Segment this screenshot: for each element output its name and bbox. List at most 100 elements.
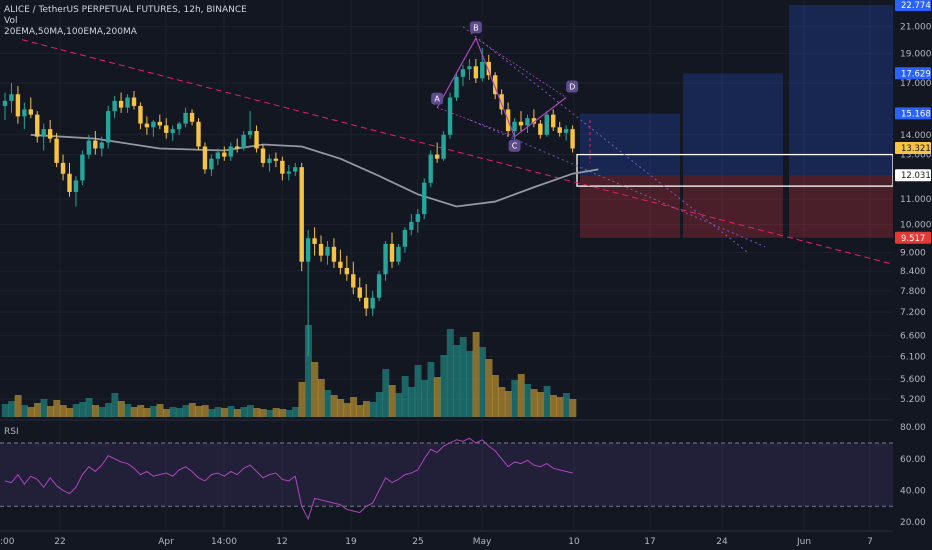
volume-bar (317, 379, 325, 417)
channel-upper-line (462, 26, 749, 254)
volume-bar (21, 405, 29, 417)
candle-body (299, 167, 304, 262)
volume-bar (150, 406, 158, 417)
candle-body (54, 138, 59, 163)
candle-body (170, 129, 175, 133)
time-tick-label: Apr (158, 537, 174, 547)
volume-bar (98, 407, 106, 417)
rsi-panel (0, 419, 932, 507)
volume-bar (395, 393, 403, 417)
volume-bar (433, 377, 441, 417)
volume-bar (304, 325, 312, 417)
bd-retrace-line (475, 37, 567, 98)
price-tick-label: 11.000 (900, 195, 932, 205)
volume-bar (440, 355, 448, 417)
volume-bar (117, 401, 125, 417)
volume-bar (285, 410, 293, 417)
candle-body (215, 152, 221, 159)
candle-body (228, 146, 233, 157)
volume-bar (175, 408, 183, 417)
volume-bar (92, 405, 100, 417)
candle-body (254, 131, 259, 149)
volume-bar (124, 404, 132, 417)
pattern-point-c: C (512, 142, 518, 151)
volume-bar (298, 382, 306, 417)
candle-body (563, 129, 569, 133)
descending-trendline (21, 39, 932, 275)
volume-bar (14, 395, 22, 417)
time-tick-label: 19 (345, 537, 357, 547)
candle-body (409, 221, 414, 230)
volume-bar (253, 408, 261, 417)
volume-bar (79, 402, 87, 417)
volume-bar (485, 359, 493, 417)
candle-body (80, 154, 85, 181)
candle-body (273, 158, 279, 161)
candle-body (318, 243, 324, 256)
price-axis[interactable]: 21.000 19.000 17.000 14.000 13.000 11.000 10.0… (895, 0, 932, 405)
time-tick-label: May (473, 537, 492, 547)
candle-body (209, 158, 214, 170)
volume-bar (343, 403, 351, 417)
channel-lower-line (469, 119, 766, 248)
volume-bar (130, 407, 138, 417)
volume-bar (517, 374, 525, 417)
price-tick-label: 10.000 (900, 221, 932, 231)
candle-body (286, 171, 291, 174)
volume-bar (201, 405, 209, 417)
volume-bar (246, 405, 254, 417)
volume-bar (1, 404, 9, 417)
candle-body (99, 142, 104, 149)
volume-bar (511, 380, 519, 417)
candle-body (280, 160, 285, 174)
chart-title: ALICE / TetherUS PERPETUAL FUTURES, 12h,… (4, 5, 247, 15)
abcd-pattern: A B C D (431, 21, 579, 152)
price-axis-background (893, 0, 932, 550)
time-axis[interactable]: :00 22 Apr 14:00 12 19 25 May 10 17 24 Jun 7 (0, 530, 893, 547)
volume-bar (459, 337, 467, 417)
volume-bar (111, 393, 119, 417)
pattern-point-d-badge (566, 80, 579, 93)
price-tag-bg (895, 142, 931, 155)
volume-bar (188, 403, 196, 417)
target-zone-2 (683, 73, 783, 176)
volume-bar (66, 408, 74, 417)
rsi-tick-label: 20.00 (900, 518, 926, 528)
volume-bar (537, 392, 545, 417)
price-tag-bg (895, 67, 931, 80)
volume-bar (104, 403, 112, 417)
candle-body (396, 246, 401, 262)
price-tag-bg (895, 0, 931, 11)
candle-body (402, 229, 408, 247)
candle-body (454, 76, 459, 98)
price-tag-label: 22.774 (901, 1, 931, 11)
volume-bar (324, 390, 332, 417)
volume-bar (85, 398, 93, 417)
candle-body (157, 121, 162, 126)
price-tag-bg (895, 107, 931, 120)
volume-bar (530, 389, 538, 417)
volume-bar (427, 362, 435, 417)
volume-bar (350, 397, 358, 417)
price-tick-label: 13.000 (900, 151, 932, 161)
candle-body (176, 123, 182, 130)
candlesticks (2, 47, 575, 357)
volume-bar (137, 405, 145, 417)
stop-zone-1 (580, 175, 680, 238)
candle-body (518, 121, 524, 126)
price-tag-label: 9.517 (901, 234, 925, 244)
pattern-point-a: A (434, 95, 440, 104)
volume-bar (214, 407, 222, 417)
volume-bar (543, 386, 551, 417)
candle-body (241, 134, 246, 149)
volume-bar (446, 329, 454, 417)
price-tag-label: 17.629 (901, 69, 931, 79)
pattern-point-b: B (473, 23, 479, 32)
volume-bar (466, 351, 474, 417)
volume-bar (472, 332, 480, 417)
candle-body (267, 158, 272, 163)
candle-body (570, 129, 575, 149)
volume-histogram (1, 325, 577, 417)
